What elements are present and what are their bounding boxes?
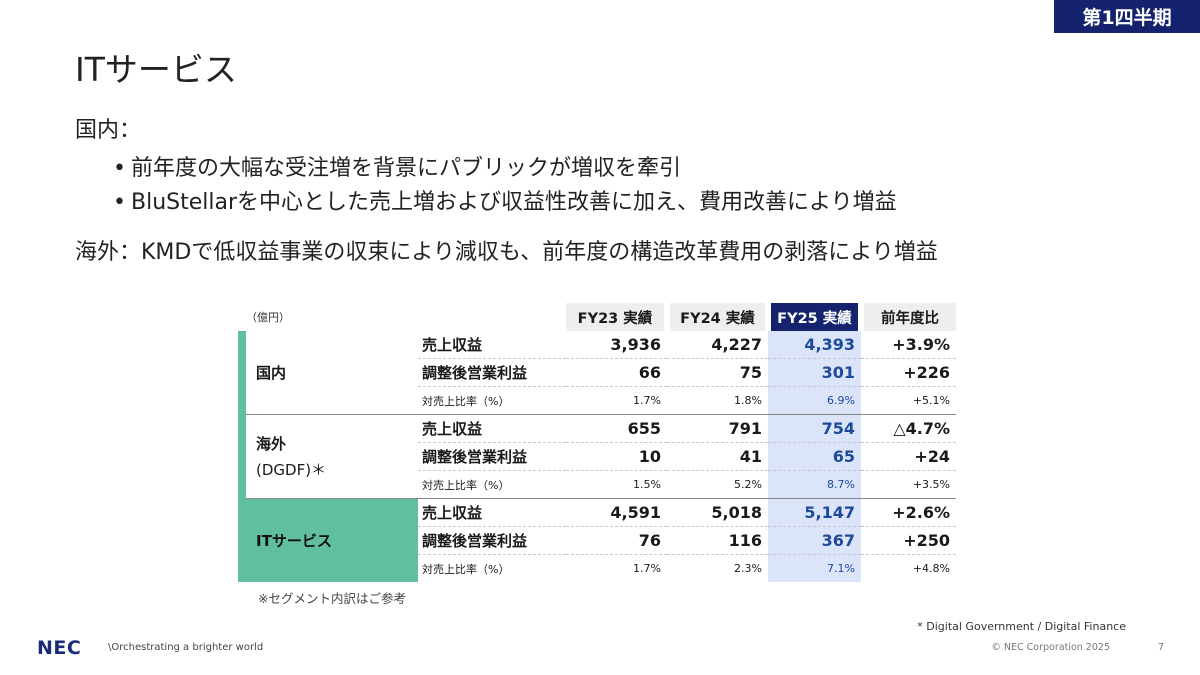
- quarter-badge: 第1四半期: [1054, 0, 1200, 33]
- col-header-fy24: FY24 実績: [667, 303, 771, 331]
- cell-value: 4,591: [566, 498, 667, 527]
- nec-logo: NEC: [37, 637, 82, 659]
- bullet-icon: •: [113, 156, 126, 181]
- row-label: 調整後営業利益: [418, 358, 566, 387]
- row-label: 対売上比率（%）: [422, 562, 510, 576]
- cell-value-current: 8.7%: [768, 470, 861, 499]
- footnote: * Digital Government / Digital Finance: [917, 620, 1126, 633]
- col-header-fy23: FY23 実績: [566, 303, 670, 331]
- cell-value: 1.7%: [566, 386, 667, 415]
- cell-value-current: 7.1%: [768, 554, 861, 582]
- col-header-yoy: 前年度比: [861, 303, 956, 331]
- cell-value: 66: [566, 358, 667, 387]
- cell-value: 5.2%: [667, 470, 768, 499]
- reference-note: ※セグメント内訳はご参考: [258, 591, 406, 606]
- tagline: \Orchestrating a brighter world: [108, 642, 264, 653]
- cell-value-yoy: +24: [861, 442, 956, 471]
- domestic-bullet-2: • BluStellarを中心とした売上増および収益性改善に加え、費用改善により増…: [113, 192, 897, 214]
- cell-value-yoy: △4.7%: [861, 414, 956, 443]
- cell-value-yoy: +5.1%: [861, 386, 956, 415]
- cell-value-yoy: +3.5%: [861, 470, 956, 499]
- cell-value: 3,936: [566, 331, 667, 359]
- cell-value: 10: [566, 442, 667, 471]
- cell-value-current: 6.9%: [768, 386, 861, 415]
- cell-value: 1.5%: [566, 470, 667, 499]
- segment-domestic: 国内: [238, 331, 418, 415]
- segment-overseas-name: 海外: [256, 434, 287, 453]
- cell-value: 41: [667, 442, 768, 471]
- cell-value: 76: [566, 526, 667, 555]
- cell-value: 4,227: [667, 331, 768, 359]
- unit-label: （億円）: [246, 311, 290, 324]
- cell-value-current: 367: [768, 526, 861, 555]
- segment-table: （億円） FY23 実績 FY24 実績 FY25 実績 前年度比 国内 売上収…: [238, 303, 956, 582]
- cell-value: 791: [667, 414, 768, 443]
- domestic-heading: 国内：: [75, 118, 142, 143]
- cell-value-current: 65: [768, 442, 861, 471]
- cell-value-yoy: +226: [861, 358, 956, 387]
- row-label: 売上収益: [418, 498, 566, 527]
- cell-value: 1.8%: [667, 386, 768, 415]
- row-label: 対売上比率（%）: [418, 470, 566, 499]
- cell-value: 2.3%: [734, 562, 762, 575]
- bullet-icon: •: [113, 190, 126, 215]
- cell-value: 116: [667, 526, 768, 555]
- cell-value-yoy: +3.9%: [861, 331, 956, 359]
- cell-value: 655: [566, 414, 667, 443]
- cell-value-current: 4,393: [768, 331, 861, 359]
- row-label: 売上収益: [418, 331, 566, 359]
- page-number: 7: [1157, 642, 1164, 653]
- bullet-text: BluStellarを中心とした売上増および収益性改善に加え、費用改善により増益: [131, 190, 897, 215]
- cell-value-current: 5,147: [768, 498, 861, 527]
- cell-value-yoy: +250: [861, 526, 956, 555]
- cell-value-yoy: +2.6%: [861, 498, 956, 527]
- segment-overseas-sub: (DGDF)＊: [256, 460, 327, 479]
- cell-value-current: 301: [768, 358, 861, 387]
- cell-value: 75: [667, 358, 768, 387]
- col-header-fy25: FY25 実績: [768, 303, 864, 331]
- cell-value: 1.7%: [633, 562, 661, 575]
- overseas-text: 海外：KMDで低収益事業の収束により減収も、前年度の構造改革費用の剥落により増益: [75, 240, 938, 265]
- bullet-text: 前年度の大幅な受注増を背景にパブリックが増収を牽引: [131, 156, 682, 181]
- row-label: 調整後営業利益: [418, 526, 566, 555]
- row-label: 対売上比率（%）: [418, 386, 566, 415]
- page-title: ITサービス: [75, 50, 237, 89]
- domestic-bullet-1: • 前年度の大幅な受注増を背景にパブリックが増収を牽引: [113, 158, 681, 180]
- segment-overseas: 海外 (DGDF)＊: [238, 414, 418, 499]
- row-label: 売上収益: [418, 414, 566, 443]
- cell-value-current: 754: [768, 414, 861, 443]
- segment-it-services: ITサービス: [238, 498, 418, 582]
- cell-value-yoy: +4.8%: [912, 562, 950, 575]
- cell-value: 5,018: [667, 498, 768, 527]
- copyright: © NEC Corporation 2025: [991, 642, 1110, 653]
- row-label: 調整後営業利益: [418, 442, 566, 471]
